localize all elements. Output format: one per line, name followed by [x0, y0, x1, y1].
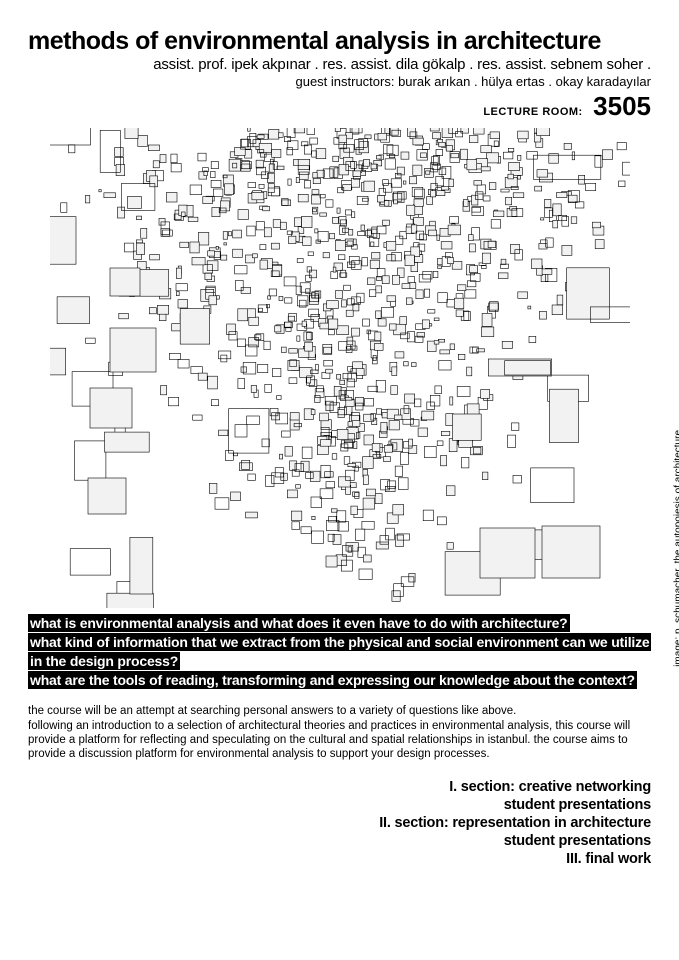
course-description: the course will be an attempt at searchi… — [28, 704, 651, 762]
guest-instructors-line: guest instructors: burak arıkan . hülya … — [28, 74, 651, 89]
sections-list: I. section: creative networking student … — [28, 778, 651, 869]
section-line: student presentations — [28, 832, 651, 850]
section-line: III. final work — [28, 850, 651, 868]
question-3: what are the tools of reading, transform… — [28, 671, 637, 689]
section-line: student presentations — [28, 796, 651, 814]
room-number: 3505 — [593, 91, 651, 121]
room-line: LECTURE ROOM: 3505 — [28, 91, 651, 122]
instructors-line: assist. prof. ipek akpınar . res. assist… — [28, 56, 651, 73]
room-label: LECTURE ROOM: — [483, 106, 582, 118]
page-title: methods of environmental analysis in arc… — [28, 28, 651, 54]
image-credit: image: p. schumacher, the autopoiesis of… — [673, 430, 679, 667]
question-1: what is environmental analysis and what … — [28, 614, 570, 632]
questions-block: what is environmental analysis and what … — [28, 614, 651, 690]
section-line: I. section: creative networking — [28, 778, 651, 796]
section-line: II. section: representation in architect… — [28, 814, 651, 832]
figure-diagram — [50, 128, 630, 608]
question-2: what kind of information that we extract… — [28, 633, 651, 670]
